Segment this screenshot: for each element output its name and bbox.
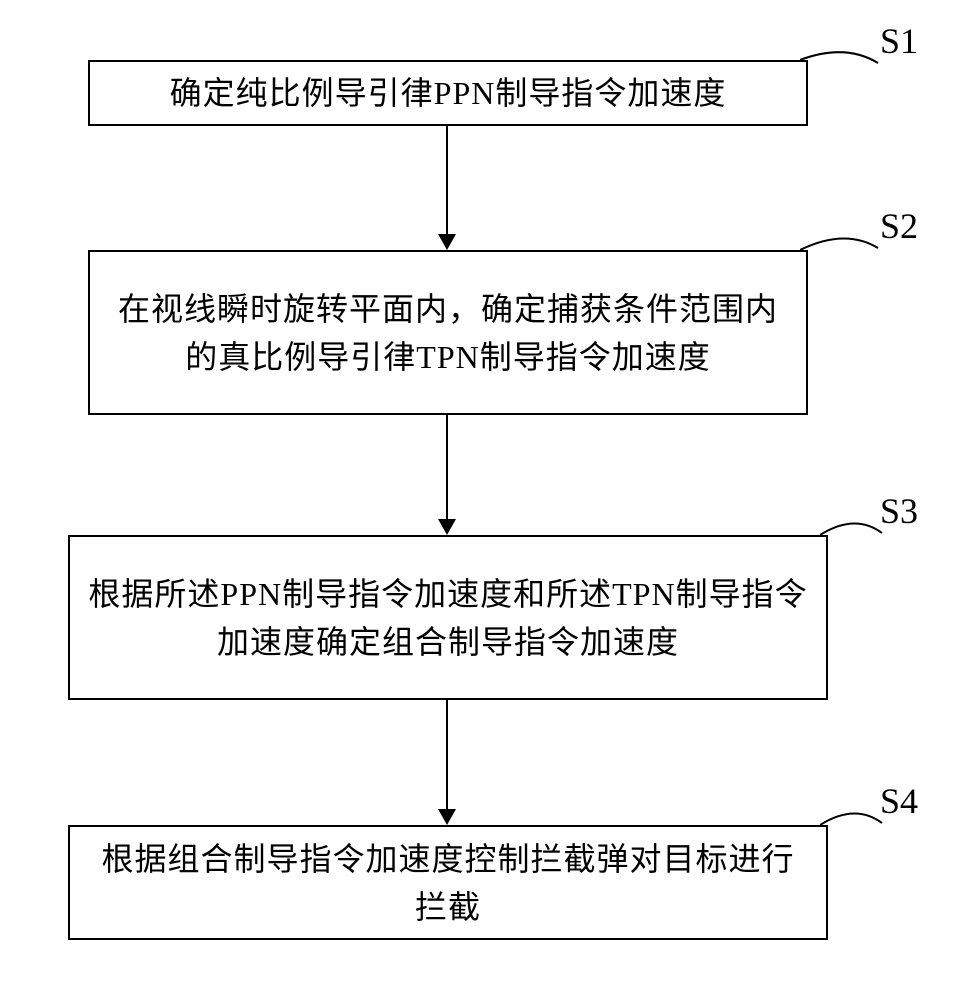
step-label-s1: S1 bbox=[880, 20, 918, 62]
curve-s4 bbox=[820, 805, 890, 845]
arrow-s3-s4 bbox=[438, 809, 456, 825]
flowchart-node-s2: 在视线瞬时旋转平面内，确定捕获条件范围内的真比例导引律TPN制导指令加速度 bbox=[88, 250, 808, 415]
flowchart-node-s1: 确定纯比例导引律PPN制导指令加速度 bbox=[88, 60, 808, 126]
connector-s1-s2 bbox=[446, 126, 448, 234]
connector-s2-s3 bbox=[446, 415, 448, 519]
flowchart-container: 确定纯比例导引律PPN制导指令加速度 S1 在视线瞬时旋转平面内，确定捕获条件范… bbox=[0, 0, 978, 1000]
curve-s3 bbox=[820, 515, 890, 555]
curve-s1 bbox=[800, 45, 885, 85]
step-label-s2: S2 bbox=[880, 205, 918, 247]
connector-s3-s4 bbox=[446, 700, 448, 809]
arrow-s1-s2 bbox=[438, 234, 456, 250]
arrow-s2-s3 bbox=[438, 519, 456, 535]
node-s1-text: 确定纯比例导引律PPN制导指令加速度 bbox=[170, 69, 727, 117]
curve-s2 bbox=[800, 230, 885, 270]
node-s3-text: 根据所述PPN制导指令加速度和所述TPN制导指令加速度确定组合制导指令加速度 bbox=[86, 570, 810, 666]
flowchart-node-s4: 根据组合制导指令加速度控制拦截弹对目标进行拦截 bbox=[68, 825, 828, 940]
node-s2-text: 在视线瞬时旋转平面内，确定捕获条件范围内的真比例导引律TPN制导指令加速度 bbox=[106, 285, 790, 381]
node-s4-text: 根据组合制导指令加速度控制拦截弹对目标进行拦截 bbox=[86, 835, 810, 931]
flowchart-node-s3: 根据所述PPN制导指令加速度和所述TPN制导指令加速度确定组合制导指令加速度 bbox=[68, 535, 828, 700]
